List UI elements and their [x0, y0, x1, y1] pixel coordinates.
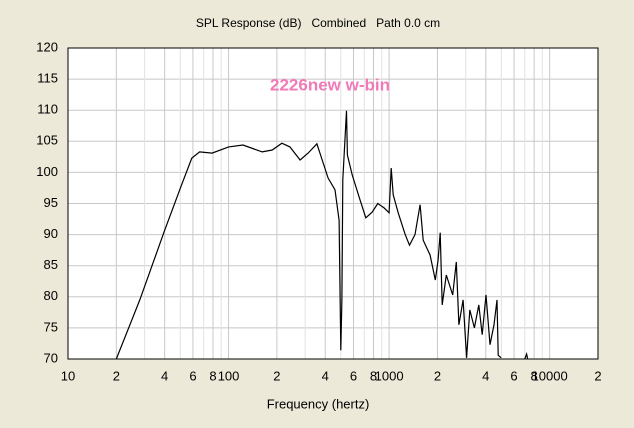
- y-tick-label: 120: [36, 39, 58, 54]
- y-tick-label: 75: [44, 319, 58, 334]
- spl-line: [115, 110, 529, 359]
- y-tick-label: 115: [37, 71, 58, 86]
- plot-frame: [67, 47, 599, 360]
- x-tick-label: 2: [594, 368, 601, 383]
- y-tick-label: 105: [36, 133, 58, 148]
- x-tick-label: 10000: [532, 368, 568, 383]
- x-tick-label: 8: [209, 368, 216, 383]
- y-tick-label: 85: [44, 257, 58, 272]
- y-tick-label: 80: [44, 288, 58, 303]
- y-tick-label: 70: [44, 350, 58, 365]
- annotation: 2226new w-bin: [270, 75, 390, 94]
- x-tick-label: 6: [510, 368, 517, 383]
- x-tick-label: 4: [322, 368, 329, 383]
- x-tick-label: 1000: [375, 368, 404, 383]
- chart-title: SPL Response (dB) Combined Path 0.0 cm: [196, 16, 440, 30]
- x-tick-label: 6: [350, 368, 357, 383]
- x-tick-label: 100: [218, 368, 240, 383]
- x-tick-label: 6: [189, 368, 196, 383]
- series: [115, 110, 529, 359]
- x-tick-label: 2: [273, 368, 280, 383]
- y-tick-label: 100: [36, 164, 58, 179]
- y-tick-label: 90: [44, 226, 58, 241]
- y-tick-label: 110: [37, 102, 58, 117]
- y-tick-label: 95: [44, 195, 58, 210]
- x-tick-label: 2: [113, 368, 120, 383]
- x-tick-label: 2: [434, 368, 441, 383]
- x-tick-label: 4: [482, 368, 489, 383]
- x-tick-label: 10: [61, 368, 75, 383]
- x-tick-label: 8: [370, 368, 377, 383]
- x-tick-label: 8: [530, 368, 537, 383]
- x-axis-label: Frequency (hertz): [267, 396, 370, 411]
- x-tick-label: 4: [161, 368, 168, 383]
